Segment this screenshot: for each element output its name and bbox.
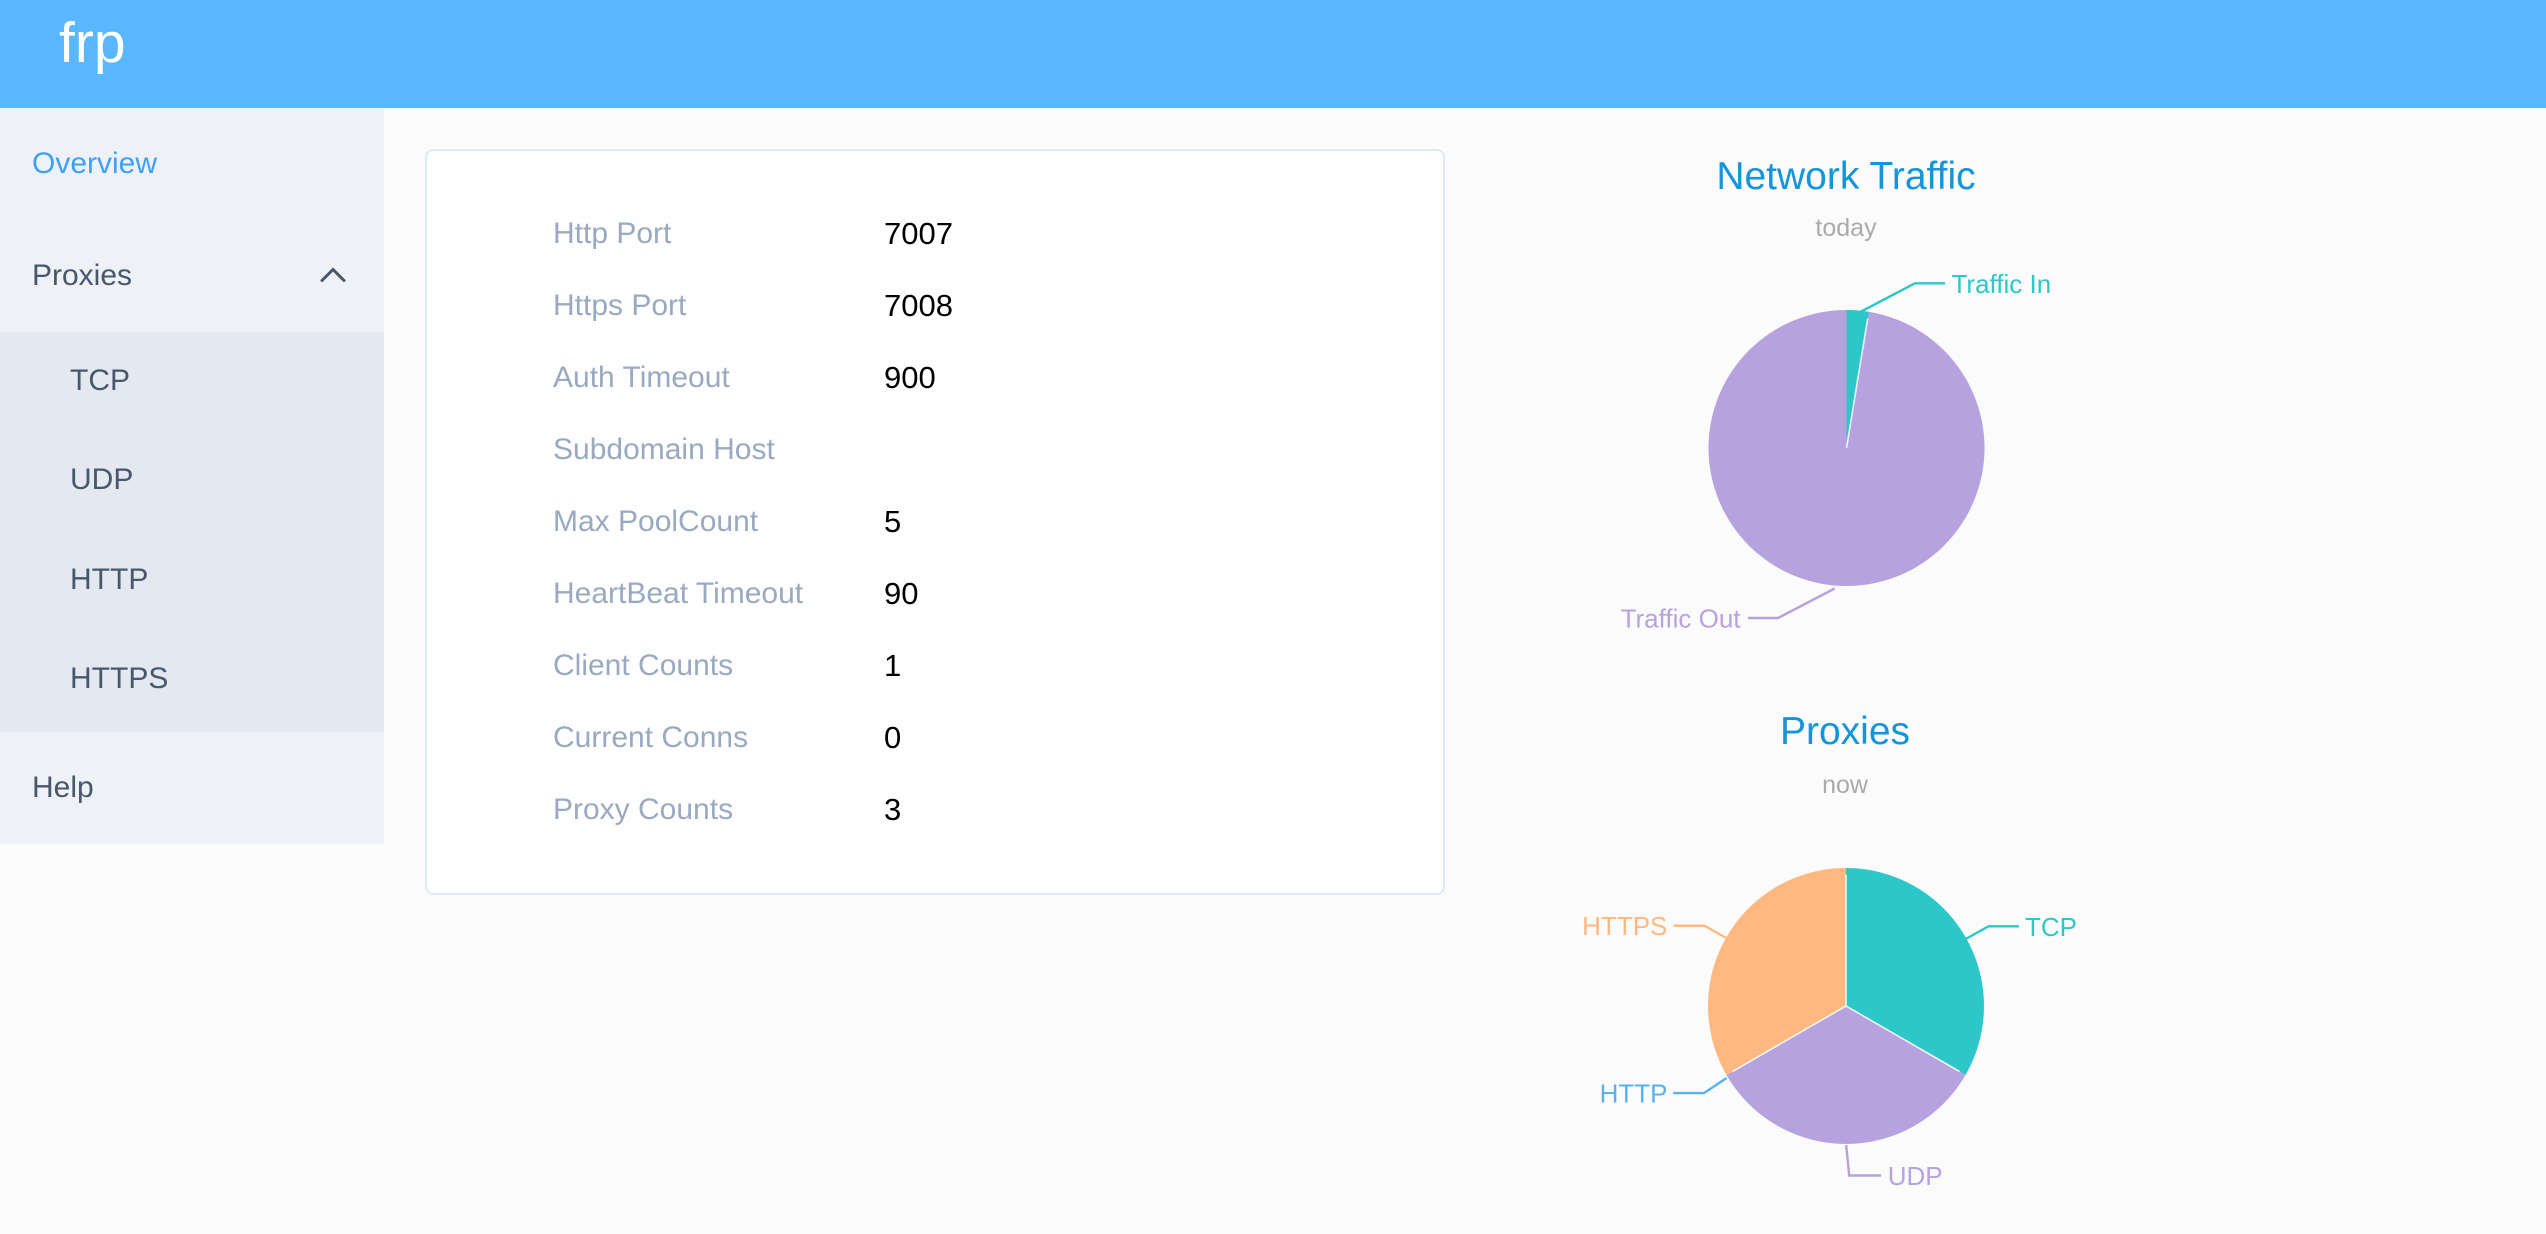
svg-text:HTTP: HTTP [1600,1079,1668,1109]
svg-text:now: now [1822,771,1869,799]
svg-text:UDP: UDP [1888,1161,1943,1191]
svg-text:TCP: TCP [2025,912,2077,942]
svg-text:Traffic Out: Traffic Out [1621,604,1742,634]
svg-text:today: today [1815,214,1877,242]
svg-text:Network Traffic: Network Traffic [1716,155,1975,198]
svg-text:HTTPS: HTTPS [1582,911,1667,941]
svg-text:Proxies: Proxies [1780,710,1910,753]
svg-text:Traffic In: Traffic In [1952,269,2052,299]
